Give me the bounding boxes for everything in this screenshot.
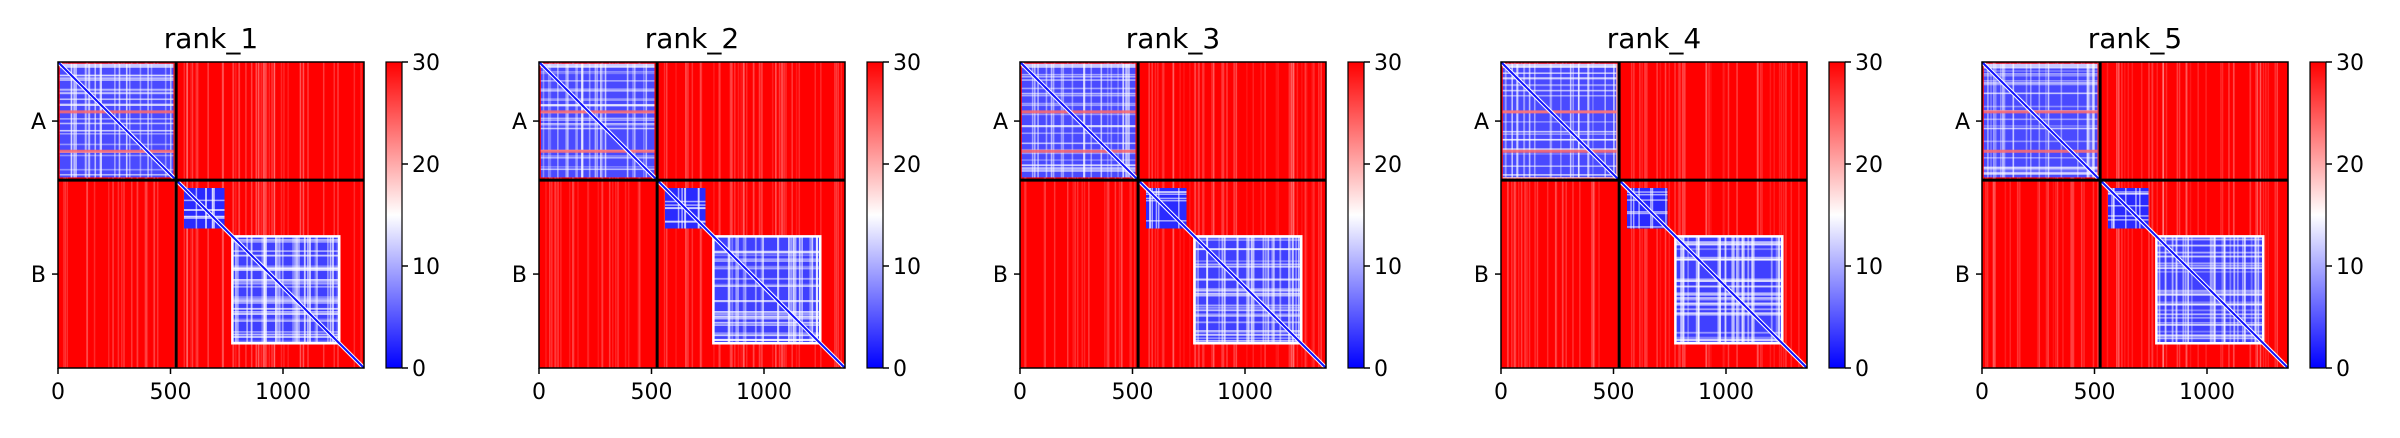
colorbar-tick-label: 10 <box>893 255 921 280</box>
x-tick-label: 500 <box>150 380 192 405</box>
panel-title: rank_4 <box>1607 22 1701 55</box>
colorbar-tick-label: 0 <box>1855 357 1869 382</box>
diagonal-line <box>57 61 365 369</box>
colorbar-tick-label: 10 <box>412 255 440 280</box>
x-tick-label: 500 <box>631 380 673 405</box>
colorbar-tick-label: 0 <box>1374 357 1388 382</box>
chain-tick-label: B <box>512 263 527 288</box>
chain-b-main-block <box>712 235 822 345</box>
colorbar <box>1828 61 1846 369</box>
panel-title: rank_2 <box>645 22 739 55</box>
colorbar-tick-label: 0 <box>893 357 907 382</box>
axes-frame <box>1019 61 1327 369</box>
off-diagonal-texture <box>1985 62 2278 368</box>
x-tick-label: 500 <box>2074 380 2116 405</box>
colorbar-tick-label: 20 <box>893 153 921 178</box>
colorbar-tick-label: 10 <box>1374 255 1402 280</box>
colorbar-tick-label: 20 <box>1374 153 1402 178</box>
colorbar-tick-label: 20 <box>412 153 440 178</box>
colorbar-tick-label: 10 <box>2336 255 2364 280</box>
x-tick-label: 1000 <box>255 380 311 405</box>
heatmap-panel: rank_1 A B 0 500 1000 0 10 20 30 <box>31 22 440 405</box>
chain-tick-label: B <box>31 263 46 288</box>
x-tick-label: 1000 <box>1217 380 1273 405</box>
chain-tick-label: A <box>1474 110 1489 135</box>
diagonal-line <box>1500 61 1808 369</box>
axes-frame <box>1981 61 2289 369</box>
chain-tick-label: A <box>1955 110 1970 135</box>
panel-title: rank_3 <box>1126 22 1220 55</box>
colorbar <box>2309 61 2327 369</box>
x-tick-label: 0 <box>532 380 546 405</box>
heatmap-panel: rank_5 A B 0 500 1000 0 10 20 30 <box>1955 22 2364 405</box>
x-tick-label: 0 <box>1013 380 1027 405</box>
chain-tick-label: B <box>1474 263 1489 288</box>
colorbar-tick-label: 20 <box>2336 153 2364 178</box>
diagonal-line <box>1019 61 1327 369</box>
x-tick-label: 500 <box>1593 380 1635 405</box>
colorbar-tick-label: 0 <box>2336 357 2350 382</box>
off-diagonal-texture <box>545 62 843 368</box>
heatmap-panel: rank_2 A B 0 500 1000 0 10 20 30 <box>512 22 921 405</box>
chain-tick-label: A <box>993 110 1008 135</box>
x-tick-label: 1000 <box>736 380 792 405</box>
chain-tick-label: B <box>993 263 1008 288</box>
colorbar <box>385 61 403 369</box>
chain-tick-label: B <box>1955 263 1970 288</box>
colorbar-tick-label: 0 <box>412 357 426 382</box>
colorbar-tick-label: 10 <box>1855 255 1883 280</box>
axes-frame <box>57 61 365 369</box>
heatmap-panel: rank_3 A B 0 500 1000 0 10 20 30 <box>993 22 1402 405</box>
colorbar-tick-label: 30 <box>412 51 440 76</box>
panel-title: rank_1 <box>164 22 258 55</box>
x-tick-label: 500 <box>1112 380 1154 405</box>
x-tick-label: 0 <box>51 380 65 405</box>
axes-frame <box>538 61 846 369</box>
colorbar <box>866 61 884 369</box>
axes-frame <box>1500 61 1808 369</box>
colorbar-tick-label: 30 <box>1374 51 1402 76</box>
chain-tick-label: A <box>31 110 46 135</box>
x-tick-label: 1000 <box>1698 380 1754 405</box>
colorbar-tick-label: 20 <box>1855 153 1883 178</box>
panel-title: rank_5 <box>2088 22 2182 55</box>
x-tick-label: 0 <box>1494 380 1508 405</box>
heatmap-panel: rank_4 A B 0 500 1000 0 10 20 30 <box>1474 22 1883 405</box>
colorbar-tick-label: 30 <box>893 51 921 76</box>
x-tick-label: 0 <box>1975 380 1989 405</box>
colorbar-tick-label: 30 <box>1855 51 1883 76</box>
colorbar-tick-label: 30 <box>2336 51 2364 76</box>
diagonal-line <box>538 61 846 369</box>
x-tick-label: 1000 <box>2179 380 2235 405</box>
colorbar <box>1347 61 1365 369</box>
chain-tick-label: A <box>512 110 527 135</box>
diagonal-line <box>1981 61 2289 369</box>
